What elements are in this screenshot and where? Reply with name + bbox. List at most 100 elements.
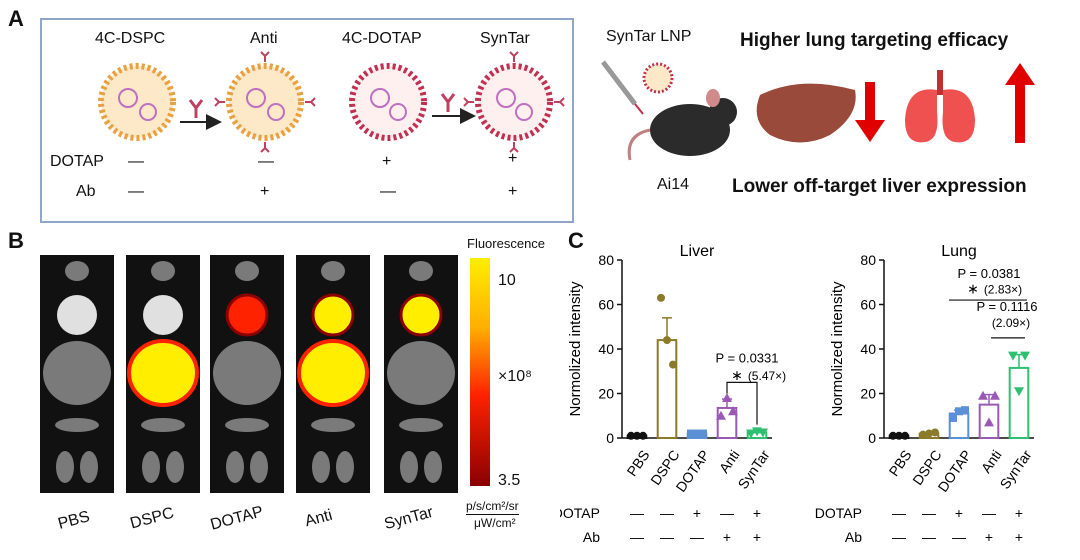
lnp-anti-icon (214, 51, 316, 153)
ab-mark: — (892, 529, 906, 545)
ivis-column-dotap (210, 255, 284, 493)
ab-mark: + (753, 529, 761, 545)
dotap-row-label: DOTAP (560, 505, 600, 521)
data-point (669, 360, 677, 369)
up-arrow-icon (1005, 63, 1035, 143)
lnp-syntar-icon (463, 51, 565, 153)
liver-icon (756, 83, 856, 143)
panel-label-b: B (8, 228, 24, 253)
data-point (722, 392, 732, 402)
kidney-organ (56, 451, 74, 483)
data-point (1008, 351, 1018, 361)
significance-star: ∗ (967, 280, 979, 296)
ab-row-label: Ab (845, 529, 862, 545)
spleen-organ (311, 418, 355, 432)
dotap-mark: — (660, 505, 674, 521)
ivis-column-dspc (126, 255, 200, 493)
colorbar-unit-bottom: μW/cm² (474, 516, 516, 530)
panel-label-c: C (568, 228, 584, 253)
lung-organ (399, 293, 443, 337)
ab-mark: + (1015, 529, 1023, 545)
ab-mark-3: — (380, 183, 396, 200)
dotap-mark: — (982, 505, 996, 521)
ab-mark: — (690, 529, 704, 545)
ab-mark: — (952, 529, 966, 545)
group-label-dotap: DOTAP (208, 503, 266, 534)
p-value: P = 0.1116 (976, 299, 1037, 314)
lungs-icon (905, 70, 975, 143)
chart-liver: Liver Normolized intensity 0 20 40 60 80 PBS — — D… (560, 243, 786, 545)
mouse-icon (627, 89, 737, 161)
heart-organ (321, 261, 345, 281)
x-tick-label: PBS (885, 447, 914, 479)
bar-syntar (1008, 366, 1030, 440)
ab-mark-1: — (128, 183, 144, 200)
lnp-illustrations (98, 51, 565, 153)
mouse-strain-label: Ai14 (657, 176, 690, 193)
kidney-organ (166, 451, 184, 483)
dotap-mark: — (630, 505, 644, 521)
dotap-row-label: DOTAP (815, 505, 862, 521)
kidney-organ (80, 451, 98, 483)
dotap-mark: + (955, 505, 963, 521)
liver-organ (43, 341, 111, 405)
data-point (639, 431, 647, 440)
dotap-mark: — (720, 505, 734, 521)
liver-organ (213, 341, 281, 405)
spleen-organ (399, 418, 443, 432)
syringe-icon (601, 60, 644, 115)
data-point (990, 390, 1000, 400)
ab-mark: + (723, 529, 731, 545)
data-point (663, 336, 671, 345)
syntar-lnp-label: SynTar LNP (606, 28, 692, 45)
significance-star: ∗ (731, 367, 743, 383)
data-point (687, 429, 695, 438)
y-tick-label: 20 (860, 386, 876, 402)
x-tick-label: SynTar (735, 447, 773, 492)
data-point (949, 413, 957, 422)
colorbar-title: Fluorescence (467, 236, 546, 251)
formulation-dotap-label: 4C-DOTAP (342, 30, 422, 47)
x-tick-label: Anti (716, 447, 743, 476)
y-tick-label: 20 (598, 386, 614, 402)
kidney-organ (424, 451, 442, 483)
y-axis-label: Normolized intensity (567, 281, 584, 417)
data-point (961, 406, 969, 415)
y-tick-label: 80 (598, 252, 614, 268)
panel-label-a: A (8, 6, 24, 31)
formulation-box (40, 18, 574, 223)
x-tick-label: PBS (623, 447, 652, 479)
antibody-icon-1 (188, 99, 204, 118)
data-point (627, 431, 635, 440)
bar-charts: Liver Normolized intensity 0 20 40 60 80 PBS — — D… (560, 243, 1038, 545)
dotap-mark-2: — (258, 153, 274, 170)
heart-organ (151, 261, 175, 281)
data-point (955, 407, 963, 416)
formulation-anti-label: Anti (250, 30, 278, 47)
group-label-syntar: SynTar (382, 503, 436, 534)
heart-organ (235, 261, 259, 281)
ivis-images (40, 255, 458, 493)
data-point (657, 293, 665, 302)
colorbar-max: 10 (498, 272, 516, 289)
dotap-mark-3: + (382, 153, 392, 170)
data-point (699, 429, 707, 438)
spleen-organ (55, 418, 99, 432)
dotap-mark: + (753, 505, 761, 521)
heart-organ (409, 261, 433, 281)
chart-title: Liver (680, 243, 715, 260)
headline-bottom: Lower off-target liver expression (732, 176, 1027, 197)
kidney-organ (226, 451, 244, 483)
x-tick-label: SynTar (997, 447, 1035, 492)
lnp-small-icon (642, 62, 674, 94)
liver-organ (387, 341, 455, 405)
ab-mark: — (922, 529, 936, 545)
p-value: P = 0.0331 (715, 350, 778, 365)
data-point (978, 390, 988, 400)
heart-organ (65, 261, 89, 281)
formulation-dspc-label: 4C-DSPC (95, 30, 166, 47)
dotap-mark-4: + (508, 150, 518, 167)
dotap-mark: + (693, 505, 701, 521)
data-point (889, 431, 897, 440)
